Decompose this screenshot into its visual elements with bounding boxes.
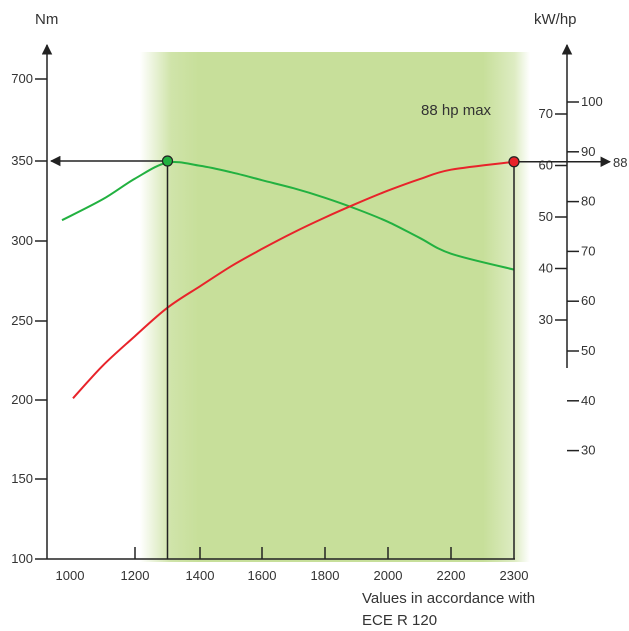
- x-tick-label: 2300: [500, 568, 529, 583]
- x-tick-label: 1000: [56, 568, 85, 583]
- footnote-line-2: ECE R 120: [362, 612, 437, 629]
- power-curve: [72, 160, 515, 399]
- torque-curve: [61, 160, 515, 271]
- series-group: [61, 160, 515, 399]
- markers: 88: [49, 155, 627, 559]
- hp-tick-label: 100: [581, 94, 603, 109]
- hp-tick-label: 90: [581, 144, 595, 159]
- ticks: 1000 1200 1400 1600 1800 2000 2200 2300 700 350 30…: [11, 71, 602, 583]
- kw-tick-label: 70: [539, 106, 553, 121]
- left-tick-label: 300: [11, 233, 33, 248]
- axes: [41, 43, 573, 560]
- hp-tick-label: 30: [581, 443, 595, 458]
- max-power-value-label: 88: [613, 155, 627, 170]
- left-tick-label: 150: [11, 471, 33, 486]
- optimal-rpm-band: [140, 52, 530, 562]
- left-axis-label: Nm: [35, 11, 58, 28]
- right-axis-label: kW/hp: [534, 11, 577, 28]
- kw-tick-label: 60: [539, 158, 553, 173]
- kw-tick-label: 40: [539, 261, 553, 276]
- x-tick-label: 2200: [437, 568, 466, 583]
- x-tick-label: 2000: [374, 568, 403, 583]
- hp-tick-label: 60: [581, 293, 595, 308]
- left-tick-label: 350: [11, 153, 33, 168]
- left-tick-label: 200: [11, 392, 33, 407]
- left-tick-label: 100: [11, 551, 33, 566]
- left-tick-label: 250: [11, 313, 33, 328]
- hp-tick-label: 40: [581, 393, 595, 408]
- hp-tick-label: 80: [581, 194, 595, 209]
- footnote-line-1: Values in accordance with: [362, 590, 535, 607]
- x-tick-label: 1400: [186, 568, 215, 583]
- x-tick-label: 1200: [121, 568, 150, 583]
- kw-tick-label: 30: [539, 312, 553, 327]
- x-tick-label: 1800: [311, 568, 340, 583]
- x-tick-label: 1600: [248, 568, 277, 583]
- left-tick-label: 700: [11, 71, 33, 86]
- peak-torque-marker: [161, 155, 174, 167]
- kw-tick-label: 50: [539, 209, 553, 224]
- hp-tick-label: 70: [581, 243, 595, 258]
- max-power-marker: [508, 156, 520, 168]
- hp-tick-label: 50: [581, 343, 595, 358]
- max-power-annotation: 88 hp max: [421, 102, 492, 119]
